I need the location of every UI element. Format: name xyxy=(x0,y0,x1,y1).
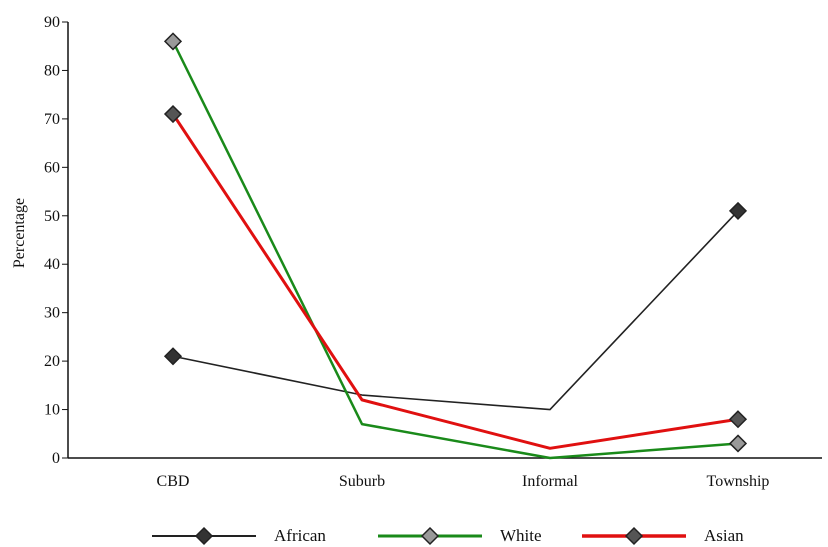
data-point-white xyxy=(728,434,748,453)
x-tick-label: Township xyxy=(707,473,770,490)
legend-label: White xyxy=(500,526,542,545)
legend-item-white: White xyxy=(378,526,542,546)
legend-marker xyxy=(624,526,644,546)
y-tick-label: 10 xyxy=(44,402,60,419)
y-tick-label: 20 xyxy=(44,353,60,370)
x-tick-label: Suburb xyxy=(339,473,385,490)
series-line-african xyxy=(172,210,739,411)
legend: African White Asian xyxy=(152,526,744,546)
y-tick-label: 40 xyxy=(44,256,60,273)
axes: 0 10 20 30 40 50 60 70 80 90 CBD Suburb Informal Town… xyxy=(44,14,822,490)
legend-marker xyxy=(194,526,214,546)
x-tick-label: Informal xyxy=(522,473,579,490)
data-point-white xyxy=(163,32,183,51)
data-point-asian xyxy=(728,410,748,429)
y-tick-label: 30 xyxy=(44,305,60,322)
data-point-african xyxy=(728,201,748,220)
y-tick-label: 50 xyxy=(44,208,60,225)
data-point-asian xyxy=(163,104,183,124)
y-axis-title: Percentage xyxy=(11,198,28,268)
legend-label: Asian xyxy=(704,526,744,545)
series-african xyxy=(163,201,748,411)
legend-marker xyxy=(420,526,440,546)
series-layer xyxy=(163,32,748,460)
series-white xyxy=(163,32,748,460)
legend-item-african: African xyxy=(152,526,326,546)
series-line-white xyxy=(171,40,739,460)
y-tick-label: 80 xyxy=(44,62,60,79)
series-asian xyxy=(163,104,748,450)
legend-label: African xyxy=(274,526,326,545)
y-tick-label: 60 xyxy=(44,159,60,176)
y-tick-label: 90 xyxy=(44,14,60,31)
x-tick-label: CBD xyxy=(157,473,190,490)
legend-item-asian: Asian xyxy=(582,526,744,546)
y-tick-label: 70 xyxy=(44,111,60,128)
series-line-asian xyxy=(171,113,739,450)
y-tick-label: 0 xyxy=(52,450,60,467)
data-point-african xyxy=(163,347,183,366)
